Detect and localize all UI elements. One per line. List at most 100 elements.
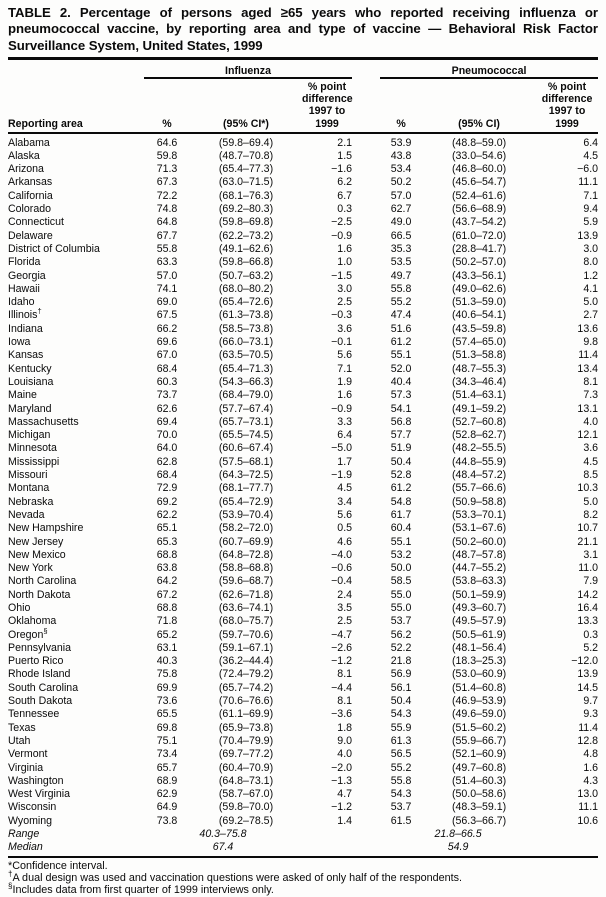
pneumococcal-ci-cell: (34.3–46.4) — [451, 375, 507, 388]
reporting-area-cell: Vermont — [8, 748, 48, 761]
gap-cell — [352, 403, 380, 416]
influenza-diff-cell: 1.4 — [337, 814, 353, 827]
pneumococcal-pct-cell: 55.8 — [390, 282, 412, 295]
pneumococcal-pct-cell: 56.1 — [390, 681, 412, 694]
influenza-ci-cell: (59.8–66.8) — [218, 256, 274, 269]
pneumococcal-ci-cell: (51.5–60.2) — [451, 721, 507, 734]
group-header-influenza: Influenza — [144, 61, 353, 80]
gap-cell — [352, 349, 380, 362]
pneumococcal-pct-cell: 55.0 — [390, 588, 412, 601]
gap-cell — [352, 642, 380, 655]
pneumococcal-pct-cell: 49.7 — [390, 269, 412, 282]
influenza-diff-cell: −4.0 — [331, 548, 353, 561]
pneumococcal-pct-cell: 57.0 — [390, 189, 412, 202]
gap-cell — [352, 695, 380, 708]
pneumococcal-ci-cell: (48.2–55.5) — [451, 442, 507, 455]
reporting-area-cell: Oregon§ — [8, 626, 48, 641]
pneumococcal-ci-cell: (49.1–59.2) — [451, 402, 507, 415]
influenza-pct-cell: 63.8 — [156, 562, 178, 575]
influenza-pct-cell: 64.2 — [156, 575, 178, 588]
pneumococcal-diff-cell: 5.9 — [583, 216, 599, 229]
col-header-influenza-pct: % — [144, 78, 190, 134]
pneumococcal-ci-cell: (53.0–60.9) — [451, 668, 507, 681]
pneumococcal-pct-cell: 61.5 — [390, 814, 412, 827]
pneumococcal-pct-cell: 40.4 — [390, 375, 412, 388]
pneumococcal-diff-cell: 7.3 — [583, 389, 599, 402]
influenza-diff-cell: −2.5 — [331, 216, 353, 229]
reporting-area-cell: California — [8, 189, 53, 202]
influenza-pct-cell: 65.7 — [156, 761, 178, 774]
pneumococcal-diff-cell: −12.0 — [571, 655, 599, 668]
col-header-influenza-ci: (95% CI*) — [190, 78, 302, 134]
table-row: Texas 69.8 (65.9–73.8) 1.8 55.9 (51.5–60.2) 11… — [8, 722, 598, 735]
gap-cell — [352, 203, 380, 216]
column-header-row: Reporting area % (95% CI*) % point diffe… — [8, 78, 599, 134]
table-row: West Virginia 62.9 (58.7–67.0) 4.7 54.3 (50.0… — [8, 788, 598, 801]
gap-cell — [352, 602, 380, 615]
pneumococcal-ci-cell: (28.8–41.7) — [451, 242, 507, 255]
influenza-ci-cell: (65.4–72.6) — [218, 296, 274, 309]
pneumococcal-diff-cell: 3.6 — [583, 442, 599, 455]
influenza-diff-cell: −0.9 — [331, 402, 353, 415]
influenza-pct-cell: 72.2 — [156, 189, 178, 202]
table-row: South Carolina 69.9 (65.7–74.2) −4.4 56.1 (51… — [8, 682, 598, 695]
gap-cell — [352, 722, 380, 735]
reporting-area-cell: Tennessee — [8, 708, 60, 721]
pneumococcal-diff-cell: 4.0 — [583, 415, 599, 428]
reporting-area-cell: Montana — [8, 482, 50, 495]
influenza-pct-cell: 62.8 — [156, 455, 178, 468]
pneumococcal-ci-cell: (40.6–54.1) — [451, 309, 507, 322]
table-row: Idaho 69.0 (65.4–72.6) 2.5 55.2 (51.3–59.0) 5.… — [8, 296, 598, 309]
pneumococcal-ci-cell: (51.3–59.0) — [451, 296, 507, 309]
influenza-pct-cell: 74.1 — [156, 282, 178, 295]
group-header-row: Influenza Pneumococcal — [8, 61, 599, 80]
pneumococcal-pct-cell: 56.5 — [390, 748, 412, 761]
influenza-diff-cell: 1.0 — [337, 256, 353, 269]
pneumococcal-ci-cell: (49.3–60.7) — [451, 601, 507, 614]
pneumococcal-diff-cell: 11.1 — [578, 801, 599, 814]
influenza-diff-cell: −1.2 — [331, 801, 353, 814]
pneumococcal-diff-cell: 14.2 — [577, 588, 599, 601]
table-row: Iowa 69.6 (66.0–73.1) −0.1 61.2 (57.4–65.0) 9.… — [8, 336, 598, 349]
pneumococcal-diff-cell: 1.2 — [583, 269, 599, 282]
pneumococcal-diff-cell: 3.1 — [583, 548, 599, 561]
influenza-diff-cell: 3.0 — [337, 282, 353, 295]
influenza-ci-cell: (36.2–44.4) — [218, 655, 274, 668]
pneumococcal-ci-cell: (56.3–66.7) — [451, 814, 507, 827]
reporting-area-cell: North Carolina — [8, 575, 77, 588]
reporting-area-cell: Washington — [8, 774, 64, 787]
influenza-pct-cell: 71.8 — [156, 615, 178, 628]
influenza-ci-cell: (60.4–70.9) — [218, 761, 274, 774]
influenza-pct-cell: 69.9 — [156, 681, 178, 694]
table-row: Louisiana 60.3 (54.3–66.3) 1.9 40.4 (34.3–46.… — [8, 376, 598, 389]
gap-cell — [352, 296, 380, 309]
gap-cell — [352, 133, 380, 150]
pneumococcal-ci-cell: (46.8–60.0) — [451, 163, 507, 176]
influenza-diff-cell: −5.0 — [331, 442, 353, 455]
pneumococcal-pct-cell: 55.1 — [390, 535, 412, 548]
pneumococcal-diff-cell: 13.1 — [577, 402, 599, 415]
influenza-pct-cell: 67.3 — [156, 176, 178, 189]
gap-cell — [352, 828, 380, 841]
pneumococcal-diff-cell: 5.0 — [583, 296, 599, 309]
pneumococcal-pct-cell: 62.7 — [390, 203, 412, 216]
group-header-gap — [352, 61, 380, 78]
reporting-area-cell: Missouri — [8, 469, 48, 482]
gap-cell — [352, 376, 380, 389]
pneumococcal-ci-cell: (51.4–60.8) — [451, 681, 507, 694]
median-influenza-cell: 67.4 — [144, 841, 302, 858]
pneumococcal-diff-cell: 21.1 — [577, 535, 599, 548]
gap-cell — [352, 256, 380, 269]
gap-cell — [352, 655, 380, 668]
pneumococcal-diff-cell: 4.5 — [583, 455, 599, 468]
influenza-ci-cell: (58.2–72.0) — [218, 522, 274, 535]
influenza-ci-cell: (69.2–78.5) — [218, 814, 274, 827]
reporting-area-cell: Iowa — [8, 336, 31, 349]
influenza-diff-cell: 3.4 — [337, 495, 353, 508]
reporting-area-cell: Wisconsin — [8, 801, 57, 814]
pneumococcal-pct-cell: 56.2 — [390, 628, 412, 641]
pneumococcal-ci-cell: (53.1–67.6) — [451, 522, 507, 535]
pneumococcal-ci-cell: (53.8–63.3) — [451, 575, 507, 588]
pneumococcal-diff-cell: 3.0 — [583, 242, 599, 255]
reporting-area-cell: New Hampshire — [8, 522, 84, 535]
